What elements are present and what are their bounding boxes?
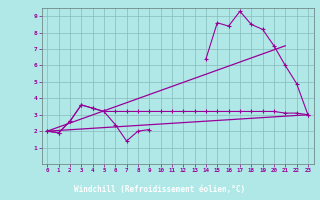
Text: Windchill (Refroidissement éolien,°C): Windchill (Refroidissement éolien,°C): [75, 185, 245, 194]
